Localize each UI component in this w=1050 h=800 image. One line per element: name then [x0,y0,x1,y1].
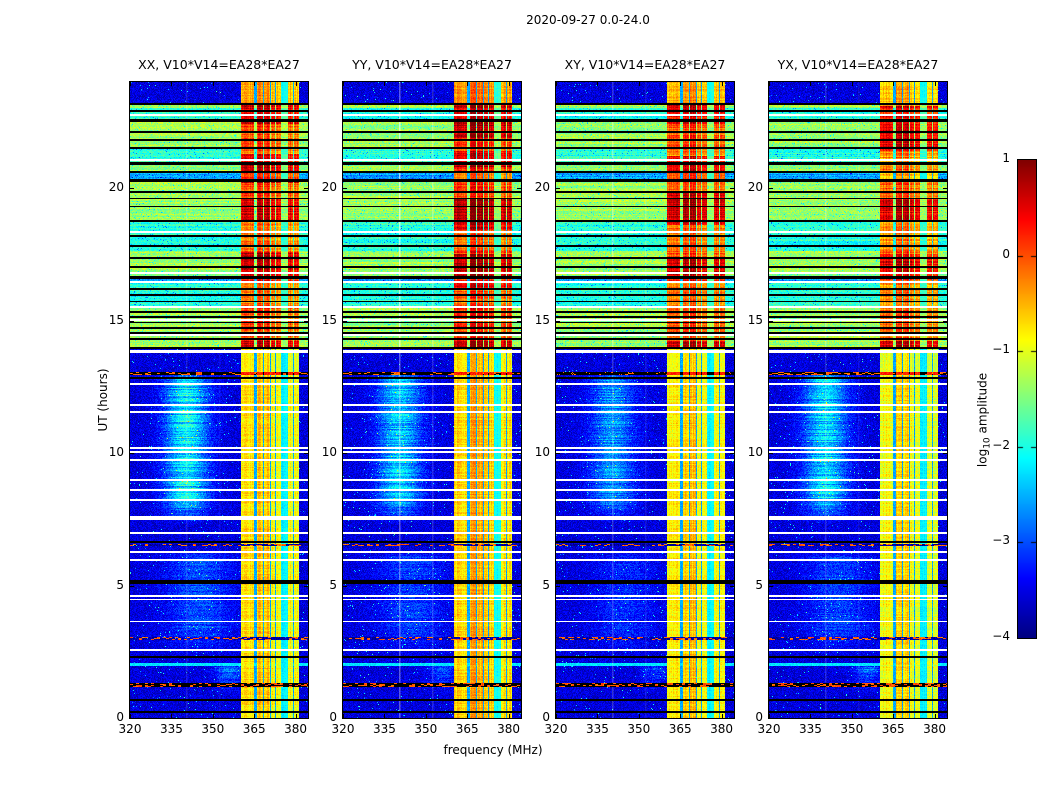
y-tick-label: 5 [755,577,763,592]
panel-title: YX, V10*V14=EA28*EA27 [777,57,939,72]
y-tick-label: 10 [747,445,763,459]
y-tick-label: 20 [321,180,337,194]
colorbar-label-sub: 10 [982,437,993,449]
colorbar-tick-label: −3 [992,533,1010,548]
x-tick-label: 320 [544,722,568,736]
y-tick-label: 0 [116,710,124,724]
colorbar-tick-label: 1 [1002,151,1010,165]
x-tick-label: 365 [455,722,479,736]
y-tick-label: 20 [534,180,550,194]
colorbar-gradient [1017,159,1037,639]
spectrogram-canvas-xx [129,81,309,719]
y-tick-label: 15 [534,312,550,327]
y-tick-label: 5 [116,577,124,592]
spectrogram-canvas-yy [342,81,522,719]
y-tick-label: 15 [321,312,337,327]
colorbar-tick-label: −2 [992,437,1010,452]
y-axis-label: UT (hours) [96,368,110,432]
colorbar-label-suffix: amplitude [975,372,990,438]
y-tick-label: 0 [542,710,550,724]
panel-title: XX, V10*V14=EA28*EA27 [138,57,300,72]
x-tick-label: 350 [627,722,651,736]
x-tick-label: 350 [201,722,225,736]
y-tick-label: 20 [747,180,763,194]
x-tick-label: 380 [710,722,734,736]
x-tick-label: 350 [840,722,864,736]
spectrogram-canvas-yx [768,81,948,719]
x-tick-label: 365 [668,722,692,736]
y-tick-label: 15 [747,312,763,327]
x-tick-label: 335 [798,722,822,736]
figure-title: 2020-09-27 0.0-24.0 [526,13,650,27]
x-tick-label: 320 [118,722,142,736]
y-tick-label: 10 [108,445,124,459]
x-tick-label: 365 [242,722,266,736]
y-tick-label: 10 [321,445,337,459]
y-tick-label: 10 [534,445,550,459]
x-tick-label: 320 [331,722,355,736]
x-tick-label: 335 [372,722,396,736]
x-tick-label: 380 [497,722,521,736]
y-tick-label: 15 [108,312,124,327]
panel-title: YY, V10*V14=EA28*EA27 [352,57,512,72]
x-tick-label: 365 [881,722,905,736]
colorbar-label: log10 amplitude [975,373,992,467]
y-tick-label: 20 [108,180,124,194]
panel-title: XY, V10*V14=EA28*EA27 [564,57,726,72]
spectrogram-canvas-xy [555,81,735,719]
x-tick-label: 350 [414,722,438,736]
colorbar-tick-label: 0 [1002,246,1010,261]
x-tick-label: 335 [585,722,609,736]
x-tick-label: 380 [923,722,947,736]
x-axis-label: frequency (MHz) [443,743,543,757]
y-tick-label: 5 [329,577,337,592]
x-tick-label: 335 [159,722,183,736]
colorbar-label-prefix: log [975,448,990,468]
x-tick-label: 320 [757,722,781,736]
y-tick-label: 0 [329,710,337,724]
x-tick-label: 380 [284,722,308,736]
y-tick-label: 5 [542,577,550,592]
colorbar-tick-label: −1 [992,342,1010,357]
y-tick-label: 0 [755,710,763,724]
colorbar-tick-label: −4 [992,629,1010,643]
